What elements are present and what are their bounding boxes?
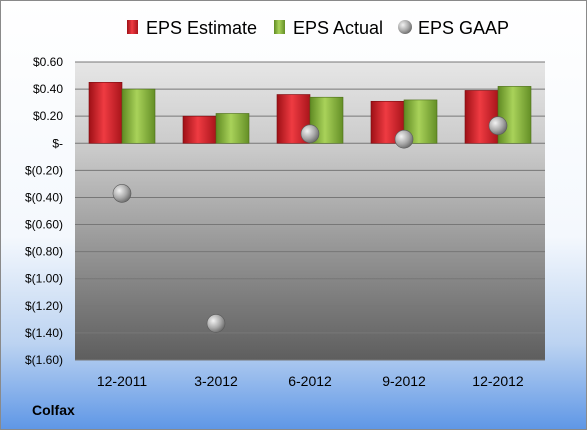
bar-eps-estimate: [182, 115, 217, 144]
legend-swatch-actual: [274, 20, 285, 34]
bar-eps-actual: [121, 88, 156, 144]
x-tick-label: 3-2012: [194, 373, 238, 389]
y-tick-label: $(0.60): [25, 218, 63, 232]
y-axis-ticks: $0.60 $0.40 $0.20 $- $(0.20) $(0.40) $(0.60) $(…: [25, 55, 63, 367]
legend-label-actual: EPS Actual: [293, 18, 383, 38]
y-tick-label: $0.40: [33, 82, 63, 96]
legend-item-actual: EPS Actual: [274, 18, 383, 38]
marker-eps-gaap: [300, 124, 320, 144]
y-tick-label: $(1.40): [25, 326, 63, 340]
legend-label-estimate: EPS Estimate: [146, 18, 257, 38]
x-axis-ticks: 12-2011 3-2012 6-2012 9-2012 12-2012: [97, 373, 524, 389]
y-tick-label: $(0.80): [25, 245, 63, 259]
legend-swatch-estimate: [127, 20, 138, 34]
company-name: Colfax: [32, 402, 75, 418]
marker-eps-gaap: [112, 184, 132, 203]
x-tick-label: 12-2011: [97, 373, 148, 389]
bar-eps-estimate: [88, 82, 123, 144]
marker-eps-gaap: [206, 314, 226, 333]
y-tick-label: $(1.20): [25, 299, 63, 313]
marker-eps-gaap: [488, 116, 508, 135]
bar-eps-actual: [215, 113, 250, 144]
bar-eps-estimate: [464, 90, 499, 144]
legend: EPS Estimate EPS Actual EPS GAAP: [127, 18, 509, 38]
legend-item-gaap: EPS GAAP: [398, 18, 509, 38]
y-tick-label: $-: [52, 136, 63, 150]
y-tick-label: $0.20: [33, 109, 63, 123]
legend-item-estimate: EPS Estimate: [127, 18, 257, 38]
x-tick-label: 12-2012: [472, 373, 524, 389]
marker-eps-gaap: [394, 129, 414, 149]
legend-swatch-gaap: [398, 20, 412, 34]
y-tick-label: $(1.00): [25, 272, 63, 286]
y-tick-label: $(0.40): [25, 190, 63, 204]
gaap-markers: [112, 116, 508, 333]
legend-label-gaap: EPS GAAP: [418, 18, 509, 38]
x-tick-label: 9-2012: [382, 373, 426, 389]
y-tick-label: $(1.60): [25, 353, 63, 367]
y-tick-label: $(0.20): [25, 163, 63, 177]
y-tick-label: $0.60: [33, 55, 63, 69]
x-tick-label: 6-2012: [288, 373, 332, 389]
bar-eps-actual: [497, 86, 532, 144]
